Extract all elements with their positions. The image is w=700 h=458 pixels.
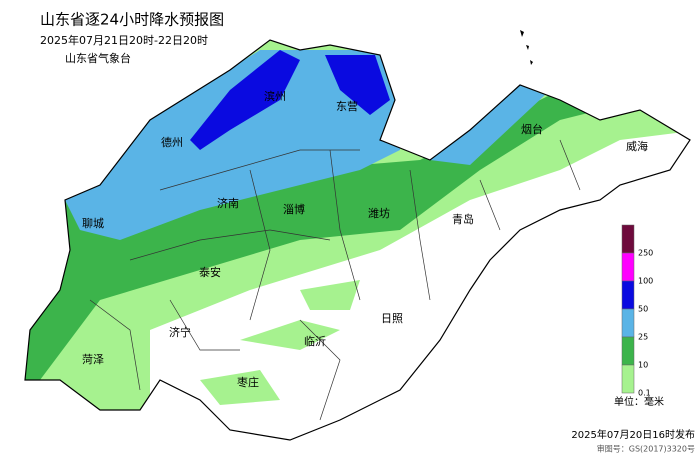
legend-label: 50: [638, 305, 648, 314]
city-label: 潍坊: [368, 206, 390, 220]
legend-unit: 单位：毫米: [614, 395, 664, 408]
city-label: 临沂: [304, 334, 326, 348]
legend-swatch: [621, 364, 635, 394]
city-label: 济宁: [169, 325, 191, 339]
city-labels: 滨州东营德州 烟台威海济南淄博 潍坊 青岛 聊城泰安日照济宁菏泽 临沂枣庄: [82, 89, 648, 389]
province-outline: [24, 39, 691, 441]
legend-label: 100: [638, 277, 653, 286]
issue-time: 2025年07月20日16时发布: [571, 428, 695, 441]
city-label: 德州: [161, 135, 183, 149]
legend-label: 10: [638, 361, 648, 370]
city-label: 聊城: [82, 216, 104, 230]
city-label: 枣庄: [237, 375, 259, 389]
city-label: 淄博: [283, 203, 305, 216]
map-title: 山东省逐24小时降水预报图: [40, 11, 224, 29]
islands: [520, 30, 533, 65]
city-label: 日照: [381, 312, 403, 325]
city-label: 威海: [626, 139, 648, 153]
legend-label: 25: [638, 333, 648, 342]
issuer: 山东省气象台: [65, 51, 131, 65]
legend-swatch: [621, 252, 635, 282]
city-label: 滨州: [264, 89, 286, 103]
city-label: 烟台: [521, 122, 543, 136]
city-label: 泰安: [199, 265, 221, 279]
legend-swatch: [621, 308, 635, 338]
city-label: 东营: [336, 99, 358, 113]
city-label: 青岛: [452, 212, 474, 226]
city-label: 济南: [217, 196, 239, 210]
legend-label: 250: [638, 249, 653, 258]
city-label: 菏泽: [82, 353, 104, 366]
approval-number: 审图号：GS(2017)3320号: [597, 444, 695, 454]
boundaries: [89, 139, 581, 421]
legend-swatch: [621, 336, 635, 366]
legend-swatch: [621, 224, 635, 254]
map-subtitle: 2025年07月21日20时-22日20时: [40, 33, 208, 47]
legend: 250 100 50 25 10 0.1: [621, 224, 653, 398]
legend-swatch: [621, 280, 635, 310]
legend-label: 0.1: [638, 389, 651, 398]
